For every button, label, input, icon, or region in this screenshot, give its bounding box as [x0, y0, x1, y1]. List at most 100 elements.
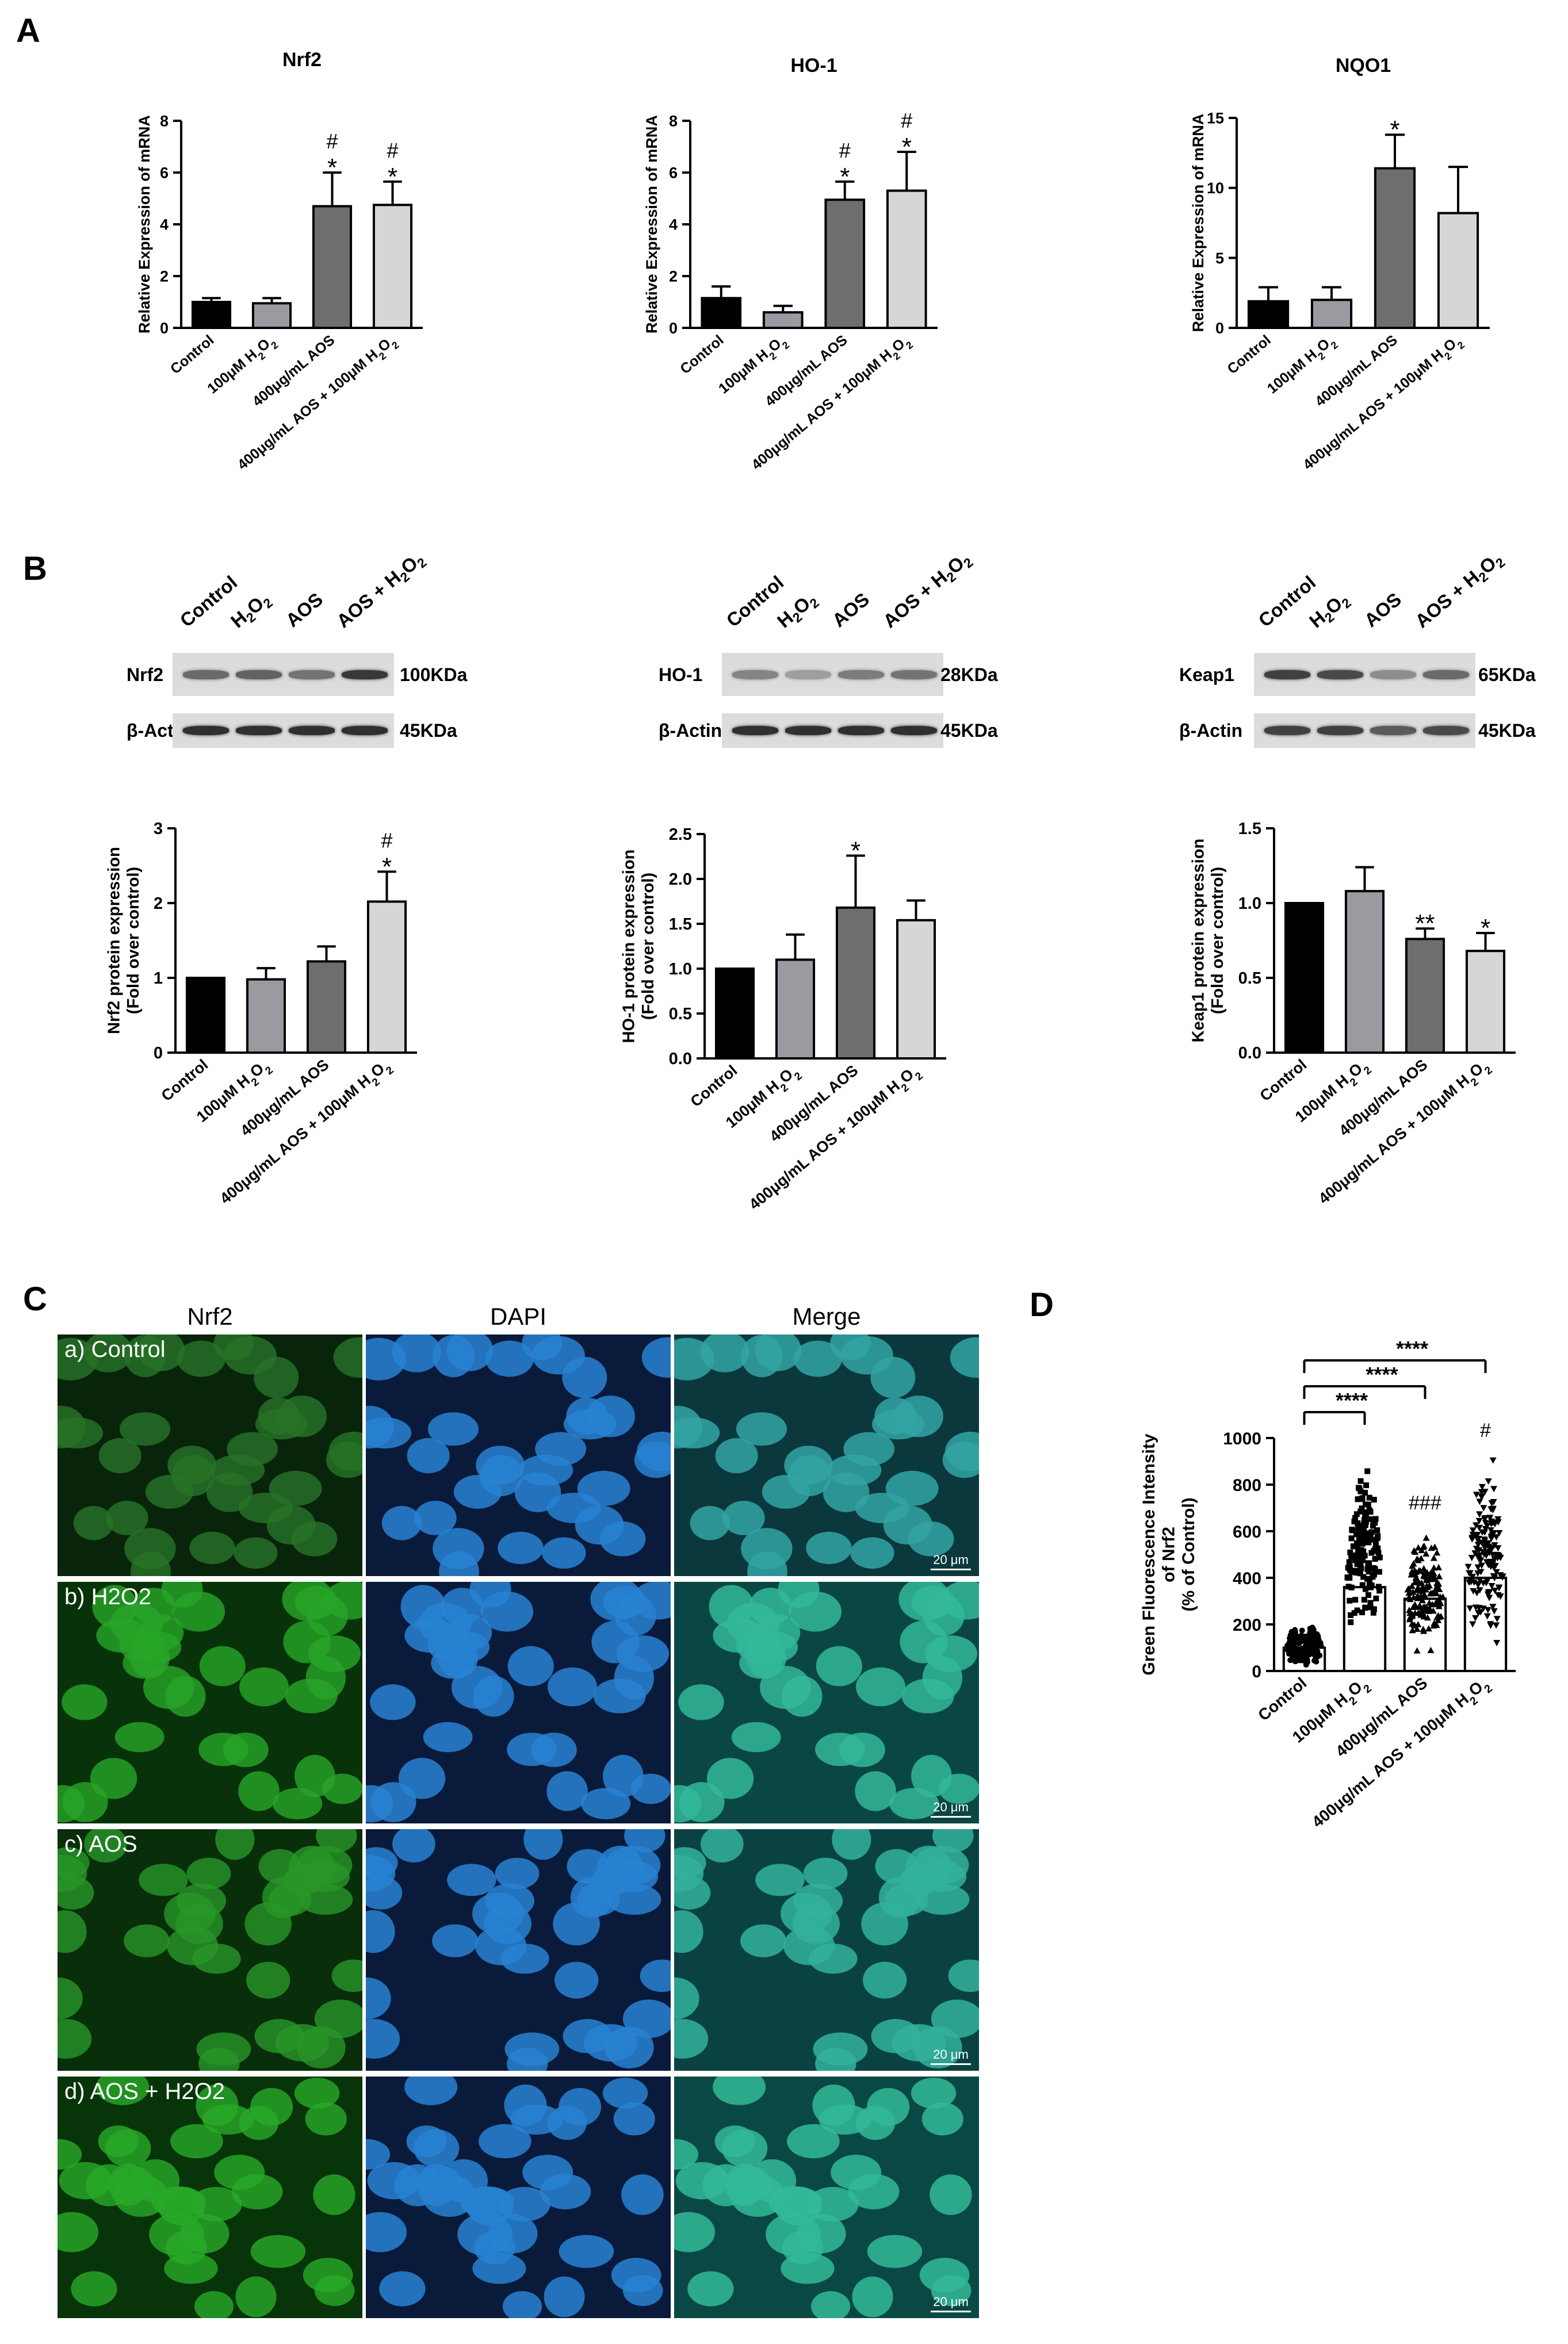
cell-nucleus	[762, 1475, 810, 1509]
cell-nucleus	[603, 1754, 644, 1798]
cell-nucleus	[439, 1551, 479, 1576]
cell-nucleus	[622, 1999, 671, 2039]
microscopy-column-header: Merge	[792, 1303, 861, 1330]
y-tick-label: 200	[1233, 1616, 1261, 1635]
cell-nucleus	[177, 1340, 225, 1377]
y-tick-label: 0.5	[1238, 969, 1261, 988]
cell-nucleus	[404, 2077, 458, 2105]
cell-nucleus	[73, 1506, 113, 1540]
data-point	[1371, 1565, 1377, 1571]
bar	[1437, 212, 1479, 330]
cell-nucleus	[924, 1635, 978, 1672]
data-point	[1424, 1614, 1431, 1621]
cell-nucleus	[532, 1336, 585, 1375]
data-point	[1473, 1590, 1481, 1597]
y-tick-label: 5	[1215, 250, 1224, 267]
significance-annotation: *	[388, 163, 397, 191]
cell-nucleus	[932, 1829, 974, 1853]
cell-nucleus	[211, 1454, 265, 1486]
data-point	[1491, 1542, 1498, 1549]
data-point	[1482, 1515, 1489, 1521]
cell-nucleus	[161, 1582, 203, 1608]
mean-bar	[1343, 1586, 1387, 1673]
cell-nucleus	[258, 1397, 300, 1435]
comparison-label: ****	[1366, 1363, 1398, 1386]
y-tick-label: 6	[669, 164, 678, 181]
cell-nucleus	[246, 1961, 290, 1999]
cell-nucleus	[867, 2235, 923, 2268]
y-tick-label: 8	[160, 112, 169, 129]
cell-nucleus	[599, 1521, 646, 1557]
blot-band	[1317, 726, 1363, 735]
y-tick-label: 0	[154, 1044, 163, 1062]
cell-nucleus	[616, 1635, 670, 1672]
data-point	[1311, 1634, 1317, 1640]
data-point	[1476, 1498, 1483, 1505]
cell-nucleus	[313, 2174, 355, 2215]
category-label: Control	[1255, 1674, 1310, 1724]
blot-band	[1370, 726, 1416, 735]
data-point	[1353, 1531, 1359, 1538]
data-point	[1348, 1619, 1354, 1626]
cell-nucleus	[124, 1924, 170, 1957]
data-point	[1486, 1515, 1494, 1521]
blot-band	[732, 726, 778, 735]
data-point	[1431, 1619, 1438, 1626]
data-point	[1478, 1489, 1485, 1496]
data-point	[1487, 1534, 1495, 1540]
microscopy-image	[366, 1334, 671, 1576]
cell-nucleus	[190, 2186, 242, 2222]
data-point	[1366, 1507, 1372, 1513]
cell-nucleus	[58, 1854, 87, 1892]
cell-nucleus	[305, 2102, 347, 2136]
cell-nucleus	[793, 1883, 843, 1918]
cell-nucleus	[498, 1531, 544, 1565]
data-point	[1346, 1559, 1352, 1565]
data-point	[1435, 1616, 1442, 1623]
bar	[246, 978, 286, 1054]
cell-nucleus	[366, 1977, 391, 2020]
cell-nucleus	[602, 2078, 648, 2109]
y-tick-label: 6	[160, 164, 169, 181]
data-point	[1490, 1486, 1498, 1493]
cell-nucleus	[179, 2214, 230, 2254]
cell-nucleus	[948, 1959, 979, 1992]
cell-nucleus	[366, 2019, 400, 2059]
cell-nucleus	[523, 1829, 563, 1860]
data-point	[1425, 1625, 1432, 1632]
data-point	[1359, 1505, 1365, 1512]
cell-nucleus	[867, 2087, 910, 2126]
cell-nucleus	[366, 2212, 407, 2253]
data-point	[1372, 1537, 1378, 1543]
y-tick-label: 0.0	[1238, 1044, 1261, 1062]
y-tick-label: 1.5	[1238, 820, 1261, 838]
data-point	[1363, 1482, 1370, 1489]
cell-nucleus	[214, 2154, 265, 2190]
cell-nucleus	[124, 1334, 166, 1378]
chart-title: Nrf2	[282, 49, 322, 71]
data-point	[1474, 1564, 1482, 1571]
cell-nucleus	[106, 1501, 148, 1535]
cell-nucleus	[294, 2078, 340, 2109]
cell-nucleus	[469, 1582, 511, 1608]
category-label: Control	[158, 1056, 212, 1105]
cell-nucleus	[479, 2124, 531, 2159]
data-point	[1357, 1562, 1364, 1569]
blot-kda-label: 45KDa	[940, 720, 998, 741]
blot-band	[1423, 670, 1469, 679]
data-point	[1347, 1597, 1353, 1604]
data-point	[1362, 1490, 1368, 1496]
cell-nucleus	[674, 2139, 699, 2170]
cell-nucleus	[331, 1959, 362, 1992]
y-axis-label: Relative Expression of mRNA	[136, 115, 153, 334]
data-point	[1429, 1607, 1437, 1614]
blot-band	[183, 726, 229, 735]
cell-nucleus	[238, 1493, 293, 1523]
data-point	[1291, 1649, 1298, 1655]
y-tick-label: 1.0	[1238, 894, 1261, 913]
data-point	[1364, 1530, 1371, 1536]
cell-nucleus	[114, 1722, 165, 1753]
cell-nucleus	[815, 2047, 856, 2071]
cell-nucleus	[504, 2084, 547, 2127]
data-point	[1302, 1654, 1309, 1661]
